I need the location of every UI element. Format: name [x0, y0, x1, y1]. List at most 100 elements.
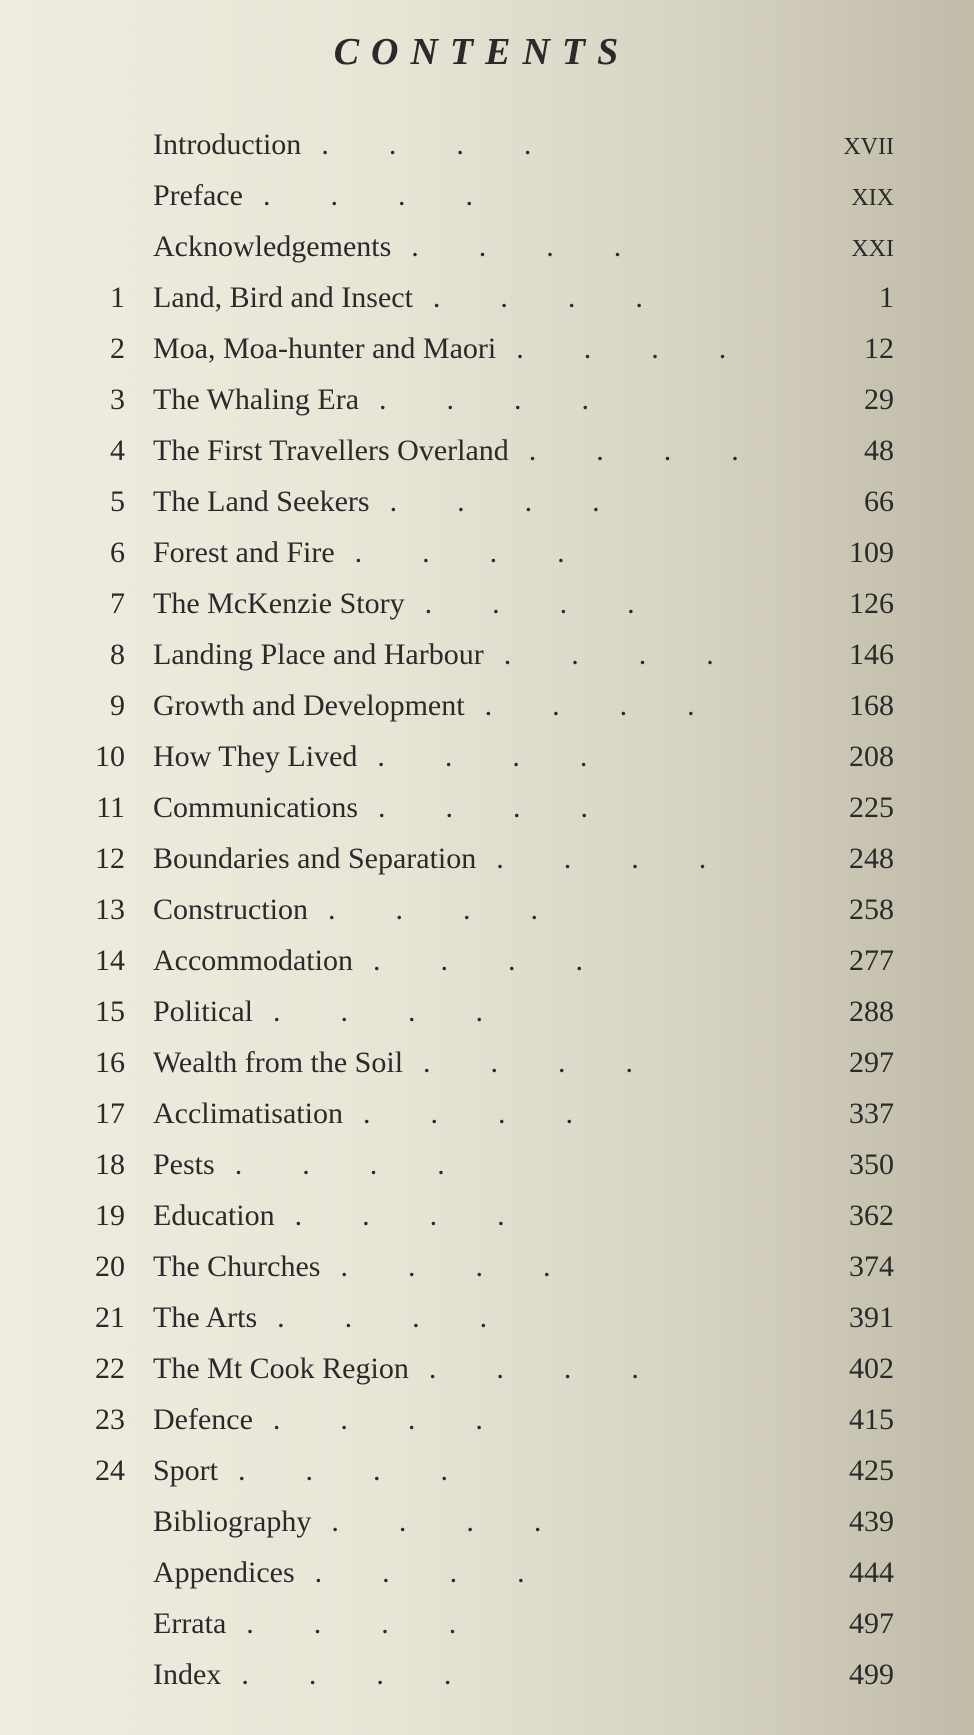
chapter-number: 18: [70, 1144, 153, 1186]
chapter-title: Acclimatisation: [153, 1093, 343, 1135]
chapter-number: 7: [70, 583, 153, 625]
chapter-number: 23: [70, 1399, 153, 1441]
chapter-title: Pests: [153, 1144, 215, 1186]
chapter-title: Land, Bird and Insect: [153, 277, 413, 319]
chapter-number: 22: [70, 1348, 153, 1390]
page-number: 1: [809, 277, 894, 319]
leader-dots: ....: [226, 1603, 809, 1645]
page-number: 109: [809, 532, 894, 574]
leader-dots: ....: [484, 634, 809, 676]
toc-entry: 4The First Travellers Overland....48: [70, 430, 894, 472]
chapter-number: 2: [70, 328, 153, 370]
toc-entry: Introduction....XVII: [70, 124, 894, 166]
leader-dots: ....: [308, 889, 809, 931]
toc-entry: 22The Mt Cook Region....402: [70, 1348, 894, 1390]
page-number: 297: [809, 1042, 894, 1084]
toc-entry: 17Acclimatisation....337: [70, 1093, 894, 1135]
toc-entry: 5The Land Seekers....66: [70, 481, 894, 523]
chapter-number: 14: [70, 940, 153, 982]
chapter-title: Appendices: [153, 1552, 295, 1594]
chapter-title: The Mt Cook Region: [153, 1348, 409, 1390]
chapter-number: 16: [70, 1042, 153, 1084]
table-of-contents: Introduction....XVIIPreface....XIXAcknow…: [70, 124, 894, 1696]
page-number: 277: [809, 940, 894, 982]
toc-entry: 15Political....288: [70, 991, 894, 1033]
page-title: CONTENTS: [70, 30, 894, 74]
chapter-number: 11: [70, 787, 153, 829]
chapter-title: Forest and Fire: [153, 532, 335, 574]
chapter-title: The McKenzie Story: [153, 583, 405, 625]
leader-dots: ....: [221, 1654, 809, 1696]
leader-dots: ....: [405, 583, 809, 625]
leader-dots: ....: [320, 1246, 809, 1288]
chapter-title: Bibliography: [153, 1501, 311, 1543]
leader-dots: ....: [353, 940, 809, 982]
page-number: 391: [809, 1297, 894, 1339]
page-number: 146: [809, 634, 894, 676]
toc-entry: 14Accommodation....277: [70, 940, 894, 982]
page-number: 258: [809, 889, 894, 931]
chapter-title: Landing Place and Harbour: [153, 634, 484, 676]
page-number: XXI: [809, 233, 894, 267]
page-number: 248: [809, 838, 894, 880]
page-number: 415: [809, 1399, 894, 1441]
chapter-title: Defence: [153, 1399, 253, 1441]
toc-entry: 7The McKenzie Story....126: [70, 583, 894, 625]
leader-dots: ....: [311, 1501, 809, 1543]
chapter-title: Wealth from the Soil: [153, 1042, 403, 1084]
toc-entry: 24Sport....425: [70, 1450, 894, 1492]
chapter-title: The Churches: [153, 1246, 320, 1288]
page-number: 208: [809, 736, 894, 778]
chapter-number: 5: [70, 481, 153, 523]
leader-dots: ....: [413, 277, 809, 319]
chapter-number: 24: [70, 1450, 153, 1492]
chapter-title: Errata: [153, 1603, 226, 1645]
chapter-title: Growth and Development: [153, 685, 465, 727]
toc-entry: 12Boundaries and Separation....248: [70, 838, 894, 880]
chapter-title: Introduction: [153, 124, 301, 166]
chapter-title: The Whaling Era: [153, 379, 359, 421]
chapter-number: 17: [70, 1093, 153, 1135]
chapter-title: Construction: [153, 889, 308, 931]
page-number: 362: [809, 1195, 894, 1237]
page-number: 66: [809, 481, 894, 523]
page-number: 374: [809, 1246, 894, 1288]
leader-dots: ....: [243, 175, 809, 217]
page-number: 402: [809, 1348, 894, 1390]
leader-dots: ....: [253, 1399, 809, 1441]
leader-dots: ....: [509, 430, 809, 472]
toc-entry: 23Defence....415: [70, 1399, 894, 1441]
toc-entry: Preface....XIX: [70, 175, 894, 217]
toc-entry: Index....499: [70, 1654, 894, 1696]
page-number: 29: [809, 379, 894, 421]
leader-dots: ....: [218, 1450, 809, 1492]
toc-entry: 10How They Lived....208: [70, 736, 894, 778]
chapter-number: 13: [70, 889, 153, 931]
chapter-title: Accommodation: [153, 940, 353, 982]
chapter-number: 9: [70, 685, 153, 727]
chapter-number: 21: [70, 1297, 153, 1339]
toc-entry: 19Education....362: [70, 1195, 894, 1237]
toc-entry: Errata....497: [70, 1603, 894, 1645]
chapter-title: Political: [153, 991, 253, 1033]
leader-dots: ....: [496, 328, 809, 370]
chapter-number: 12: [70, 838, 153, 880]
chapter-title: Moa, Moa-hunter and Maori: [153, 328, 496, 370]
page-number: 499: [809, 1654, 894, 1696]
toc-entry: 6Forest and Fire....109: [70, 532, 894, 574]
page-number: 126: [809, 583, 894, 625]
toc-entry: 18Pests....350: [70, 1144, 894, 1186]
toc-entry: 20The Churches....374: [70, 1246, 894, 1288]
chapter-number: 8: [70, 634, 153, 676]
leader-dots: ....: [359, 379, 809, 421]
chapter-title: The Land Seekers: [153, 481, 370, 523]
toc-entry: 13Construction....258: [70, 889, 894, 931]
page-number: 497: [809, 1603, 894, 1645]
page-number: 444: [809, 1552, 894, 1594]
chapter-number: 20: [70, 1246, 153, 1288]
page-number: 168: [809, 685, 894, 727]
leader-dots: ....: [409, 1348, 809, 1390]
chapter-title: Preface: [153, 175, 243, 217]
chapter-title: Boundaries and Separation: [153, 838, 476, 880]
leader-dots: ....: [253, 991, 809, 1033]
